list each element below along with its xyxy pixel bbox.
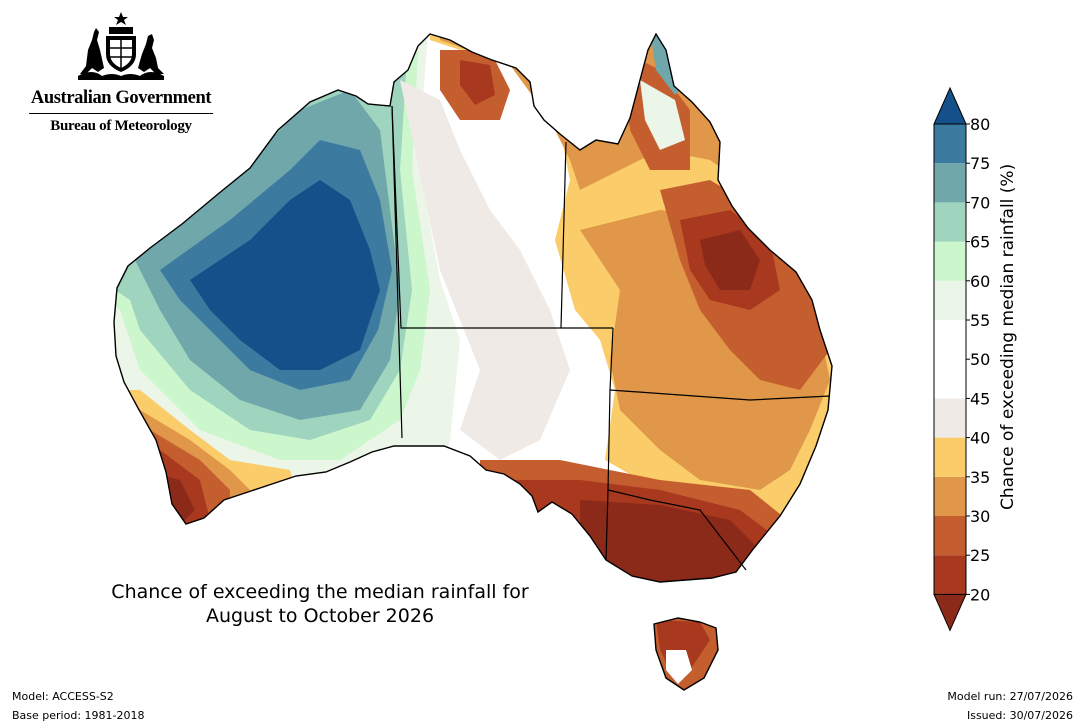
colorbar-tick-label: 50 [970,350,990,369]
coat-of-arms-icon [78,12,164,80]
colorbar-tick-label: 80 [970,115,990,134]
border-nt-qld [560,141,567,329]
colorbar-bin [934,241,966,281]
colorbar-tick-label: 75 [970,154,990,173]
bom-logo: Australian Government Bureau of Meteorol… [26,10,216,138]
colorbar-label: Chance of exceeding median rainfall (%) [998,163,1018,510]
border-sa-east [605,327,614,561]
colorbar-extend-high [933,86,967,125]
colorbar-bin [934,202,966,242]
colorbar-tick-label: 25 [970,546,990,565]
colorbar-bin [934,124,966,164]
map-title: Chance of exceeding the median rainfall … [60,580,580,628]
colorbar-tick-label: 70 [970,193,990,212]
colorbar-tick-label: 30 [970,507,990,526]
colorbar-bins [933,86,967,632]
colorbar-tick-label: 65 [970,233,990,252]
colorbar-tick-label: 55 [970,311,990,330]
map-title-line-2: August to October 2026 [205,605,435,627]
state-borders [391,105,831,571]
colorbar-bin [934,359,966,399]
colorbar-bin [934,398,966,438]
footer-base-period: Base period: 1981-2018 [12,709,145,722]
footer-model-run: Model run: 27/07/2026 [947,690,1073,703]
map-title-line-1: Chance of exceeding the median rainfall … [111,581,529,603]
footer-issued: Issued: 30/07/2026 [966,709,1073,722]
border-qld-nsw [609,389,831,401]
colorbar-bin [934,437,966,477]
footer-model: Model: ACCESS-S2 [12,690,114,703]
colorbar-bin [934,163,966,203]
government-name: Australian Government [30,88,212,108]
australia-rainfall-map [113,33,833,691]
colorbar-bin [934,320,966,360]
colorbar-bin [934,555,966,595]
colorbar-bin [934,280,966,320]
colorbar-ticks: 20 25 30 35 40 45 50 55 60 65 70 75 80 [966,115,990,604]
colorbar-tick-label: 60 [970,272,990,291]
agency-name: Bureau of Meteorology [50,118,192,134]
colorbar-legend: 20 25 30 35 40 45 50 55 60 65 70 75 80 [933,86,990,632]
colorbar-tick-label: 20 [970,585,990,604]
colorbar-bin [934,516,966,556]
colorbar-tick-label: 40 [970,429,990,448]
border-nt-sa [391,105,613,329]
logo-divider [29,113,213,114]
border-nsw-vic [607,489,747,571]
colorbar-tick-label: 35 [970,468,990,487]
colorbar-extend-low [933,593,967,632]
colorbar-bin [934,476,966,516]
colorbar-tick-label: 45 [970,389,990,408]
